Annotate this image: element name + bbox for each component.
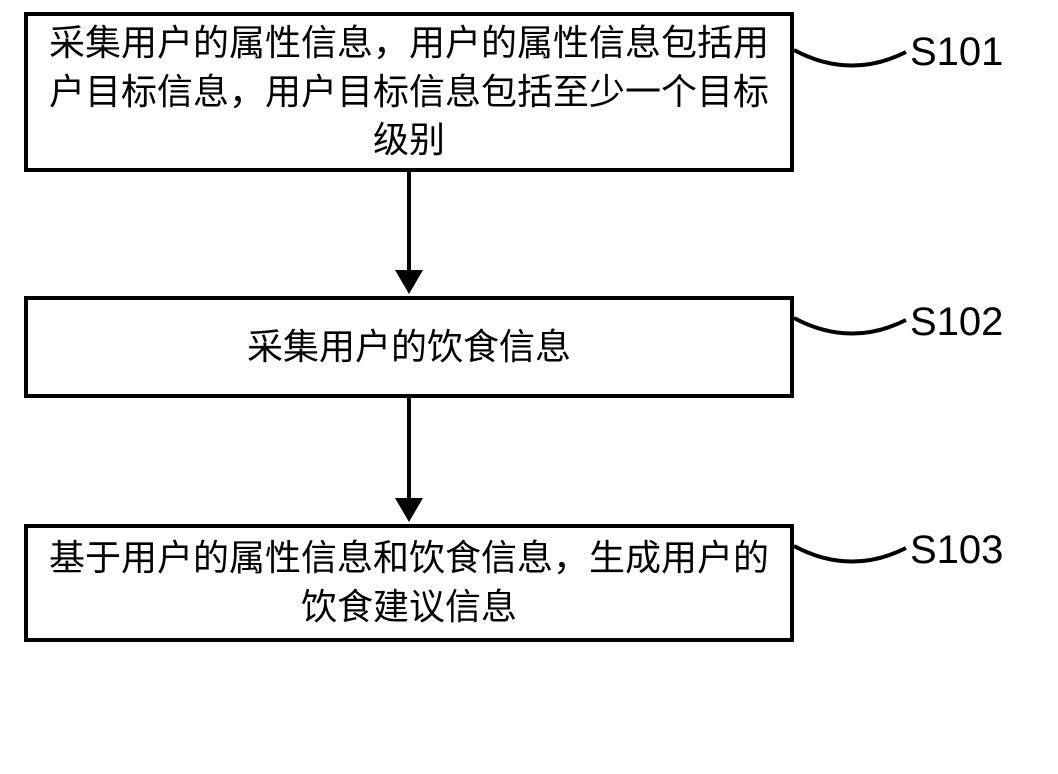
connector-curve-s103 xyxy=(784,506,916,586)
flowchart-box-text-s101: 采集用户的属性信息，用户的属性信息包括用户目标信息，用户目标信息包括至少一个目标… xyxy=(48,19,770,165)
flowchart-box-s102: 采集用户的饮食信息 xyxy=(24,296,794,398)
arrow-head-1 xyxy=(395,498,423,522)
arrow-line-0 xyxy=(407,172,411,270)
flowchart-box-s101: 采集用户的属性信息，用户的属性信息包括用户目标信息，用户目标信息包括至少一个目标… xyxy=(24,12,794,172)
flowchart-label-s103: S103 xyxy=(910,528,1003,573)
flowchart-canvas: 采集用户的属性信息，用户的属性信息包括用户目标信息，用户目标信息包括至少一个目标… xyxy=(0,0,1058,774)
arrow-line-1 xyxy=(407,398,411,498)
flowchart-box-s103: 基于用户的属性信息和饮食信息，生成用户的饮食建议信息 xyxy=(24,524,794,642)
arrow-head-0 xyxy=(395,270,423,294)
flowchart-label-s102: S102 xyxy=(910,300,1003,345)
flowchart-label-s101: S101 xyxy=(910,30,1003,75)
flowchart-box-text-s103: 基于用户的属性信息和饮食信息，生成用户的饮食建议信息 xyxy=(48,534,770,631)
flowchart-box-text-s102: 采集用户的饮食信息 xyxy=(247,323,571,372)
connector-curve-s101 xyxy=(784,10,916,90)
connector-curve-s102 xyxy=(784,278,916,358)
